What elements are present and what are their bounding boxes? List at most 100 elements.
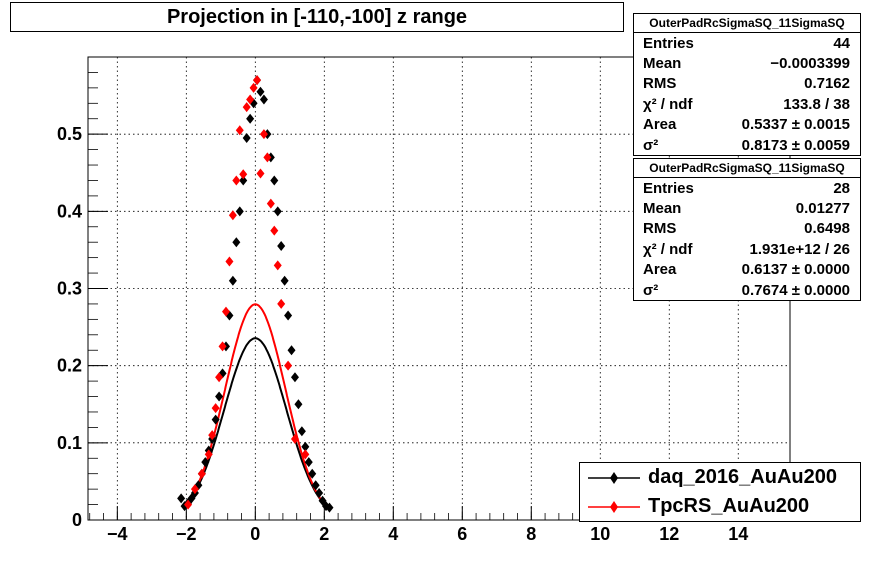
data-point <box>259 94 268 105</box>
stats-value: 0.5337 ± 0.0015 <box>741 116 850 134</box>
stats-label: RMS <box>643 75 677 93</box>
data-point <box>263 152 272 163</box>
y-tick-label: 0.3 <box>57 279 82 299</box>
y-tick-label: 0.4 <box>57 201 82 221</box>
stats-label: Entries <box>643 34 694 52</box>
data-point <box>277 298 286 309</box>
stats-box-title: OuterPadRcSigmaSQ_11SigmaSQ <box>634 159 860 178</box>
stats-value: 28 <box>833 179 850 197</box>
data-point <box>277 241 286 252</box>
stats-value: 133.8 / 38 <box>783 95 850 113</box>
stats-value: 0.7674 ± 0.0000 <box>741 281 850 299</box>
stats-label: σ² <box>643 136 659 154</box>
data-point <box>311 480 320 491</box>
stats-row-sigma2: σ² 0.8173 ± 0.0059 <box>634 135 860 155</box>
data-point <box>201 457 210 468</box>
stats-value: 0.6137 ± 0.0000 <box>741 261 850 279</box>
x-tick-label: −2 <box>176 524 197 544</box>
data-point <box>228 275 237 286</box>
data-point <box>273 260 282 271</box>
stats-box-tpcrs: OuterPadRcSigmaSQ_11SigmaSQ Entries 28 Me… <box>633 158 861 302</box>
data-point <box>266 198 275 209</box>
legend-label: TpcRS_AuAu200 <box>648 495 810 517</box>
data-point <box>232 237 241 248</box>
data-point <box>197 468 206 479</box>
data-point <box>290 372 299 383</box>
x-tick-label: 0 <box>250 524 260 544</box>
y-tick-label: 0.2 <box>57 356 82 376</box>
data-point <box>246 113 255 124</box>
data-point <box>256 86 265 97</box>
data-point <box>211 403 220 414</box>
stats-row-rms: RMS 0.7162 <box>634 74 860 94</box>
data-point <box>208 430 217 441</box>
data-point <box>184 499 193 510</box>
x-tick-label: 12 <box>659 524 679 544</box>
stats-row-mean: Mean 0.01277 <box>634 198 860 218</box>
data-point <box>259 129 268 140</box>
y-tick-label: 0.1 <box>57 433 82 453</box>
stats-value: 0.7162 <box>804 75 850 93</box>
data-point <box>253 75 262 86</box>
data-point <box>215 391 224 402</box>
data-point <box>218 341 227 352</box>
stats-row-area: Area 0.6137 ± 0.0000 <box>634 260 860 280</box>
x-tick-label: 6 <box>457 524 467 544</box>
data-point <box>221 306 230 317</box>
stats-label: χ² / ndf <box>643 240 693 258</box>
data-point <box>270 175 279 186</box>
stats-value: 0.8173 ± 0.0059 <box>741 136 850 154</box>
legend-marker-black-icon <box>588 471 640 484</box>
data-point <box>190 484 199 495</box>
legend-entry-daq: daq_2016_AuAu200 <box>580 463 860 492</box>
stats-label: Area <box>643 261 677 279</box>
data-point <box>284 310 293 321</box>
y-tick-label: 0.5 <box>57 124 82 144</box>
data-point <box>301 441 310 452</box>
stats-row-mean: Mean −0.0003399 <box>634 53 860 73</box>
chart-title: Projection in [-110,-100] z range <box>10 2 624 32</box>
y-tick-label: 0 <box>72 510 82 530</box>
stats-row-rms: RMS 0.6498 <box>634 219 860 239</box>
data-point <box>256 168 265 179</box>
data-point <box>204 449 213 460</box>
stats-value: 44 <box>833 34 850 52</box>
data-point <box>287 345 296 356</box>
stats-row-chi2: χ² / ndf 133.8 / 38 <box>634 94 860 114</box>
data-point <box>215 372 224 383</box>
chart-title-text: Projection in [-110,-100] z range <box>166 5 468 28</box>
legend-entry-tpcrs: TpcRS_AuAu200 <box>580 492 860 521</box>
stats-label: Entries <box>643 179 694 197</box>
stats-row-entries: Entries 28 <box>634 178 860 198</box>
data-point <box>315 487 324 498</box>
data-point <box>246 94 255 105</box>
data-point <box>308 468 317 479</box>
data-point <box>273 206 282 217</box>
data-point <box>280 275 289 286</box>
data-point <box>304 457 313 468</box>
data-point <box>228 210 237 221</box>
data-point <box>301 449 310 460</box>
data-point <box>242 133 251 144</box>
stats-row-area: Area 0.5337 ± 0.0015 <box>634 115 860 135</box>
data-point <box>249 82 258 93</box>
data-point <box>177 493 186 504</box>
x-tick-label: 4 <box>388 524 398 544</box>
tick-labels: −4 −2 0 2 4 6 8 10 12 14 0 0.1 0.2 0.3 0.4 0.5 <box>57 124 748 544</box>
data-point <box>290 433 299 444</box>
stats-label: RMS <box>643 220 677 238</box>
legend-marker-red-icon <box>588 500 640 513</box>
data-point <box>211 414 220 425</box>
stats-value: 1.931e+12 / 26 <box>749 240 850 258</box>
stats-box-daq: OuterPadRcSigmaSQ_11SigmaSQ Entries 44 Me… <box>633 13 861 157</box>
x-tick-label: 10 <box>590 524 610 544</box>
data-point <box>325 502 334 513</box>
data-point <box>284 360 293 371</box>
data-point <box>242 102 251 113</box>
x-tick-label: 2 <box>319 524 329 544</box>
data-point <box>297 426 306 437</box>
fit-curve <box>182 337 328 509</box>
stats-label: Mean <box>643 200 682 218</box>
data-point <box>235 206 244 217</box>
legend-label: daq_2016_AuAu200 <box>648 466 837 488</box>
